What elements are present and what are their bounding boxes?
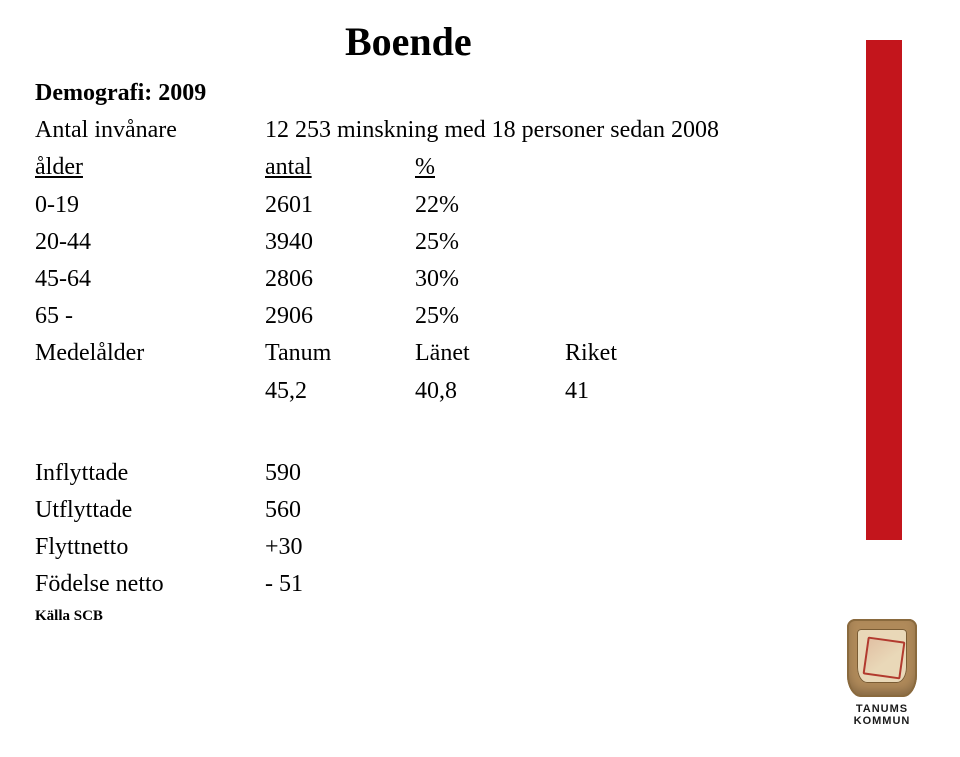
age-range: 20-44	[35, 224, 265, 261]
flyttnetto-row: Flyttnetto +30	[35, 529, 755, 566]
age-row: 0-19 2601 22%	[35, 187, 755, 224]
accent-bar	[866, 40, 902, 540]
age-range: 65 -	[35, 298, 265, 335]
crest-icon	[847, 619, 917, 697]
medel-val-tanum: 45,2	[265, 373, 415, 410]
demografi-heading-text: Demografi: 2009	[35, 75, 206, 112]
age-header-row: ålder antal %	[35, 149, 755, 186]
logo-text: TANUMS KOMMUN	[836, 703, 928, 727]
header-antal: antal	[265, 149, 415, 186]
age-pct: 22%	[415, 187, 565, 224]
antal-invanare-label: Antal invånare	[35, 112, 265, 149]
age-antal: 2906	[265, 298, 415, 335]
age-pct: 25%	[415, 224, 565, 261]
medel-values-row: 45,2 40,8 41	[35, 373, 755, 410]
medel-header-row: Medelålder Tanum Länet Riket	[35, 335, 755, 372]
age-range: 0-19	[35, 187, 265, 224]
utflyttade-label: Utflyttade	[35, 492, 265, 529]
flyttnetto-value: +30	[265, 529, 415, 566]
municipality-logo: TANUMS KOMMUN	[836, 619, 928, 727]
page-title: Boende	[345, 18, 472, 65]
fodelsenetto-label: Födelse netto	[35, 566, 265, 603]
age-pct: 25%	[415, 298, 565, 335]
medel-col-lanet: Länet	[415, 335, 565, 372]
source-label: Källa SCB	[35, 605, 755, 628]
age-row: 65 - 2906 25%	[35, 298, 755, 335]
fodelsenetto-value: - 51	[265, 566, 415, 603]
flyttnetto-label: Flyttnetto	[35, 529, 265, 566]
age-antal: 2601	[265, 187, 415, 224]
age-antal: 3940	[265, 224, 415, 261]
content-block: Demografi: 2009 Antal invånare 12 253 mi…	[35, 75, 755, 629]
age-antal: 2806	[265, 261, 415, 298]
header-alder: ålder	[35, 149, 265, 186]
antal-invanare-value: 12 253 minskning med 18 personer sedan 2…	[265, 112, 719, 149]
age-pct: 30%	[415, 261, 565, 298]
age-range: 45-64	[35, 261, 265, 298]
antal-invanare-row: Antal invånare 12 253 minskning med 18 p…	[35, 112, 755, 149]
medel-val-riket: 41	[565, 373, 715, 410]
medel-col-tanum: Tanum	[265, 335, 415, 372]
medel-val-lanet: 40,8	[415, 373, 565, 410]
medel-label: Medelålder	[35, 335, 265, 372]
fodelsenetto-row: Födelse netto - 51	[35, 566, 755, 603]
inflyttade-row: Inflyttade 590	[35, 455, 755, 492]
medel-col-riket: Riket	[565, 335, 715, 372]
header-pct: %	[415, 149, 565, 186]
utflyttade-value: 560	[265, 492, 415, 529]
utflyttade-row: Utflyttade 560	[35, 492, 755, 529]
inflyttade-value: 590	[265, 455, 415, 492]
age-row: 45-64 2806 30%	[35, 261, 755, 298]
inflyttade-label: Inflyttade	[35, 455, 265, 492]
slide: Boende Demografi: 2009 Antal invånare 12…	[0, 0, 960, 757]
migration-block: Inflyttade 590 Utflyttade 560 Flyttnetto…	[35, 455, 755, 629]
age-row: 20-44 3940 25%	[35, 224, 755, 261]
demografi-heading: Demografi: 2009	[35, 75, 755, 112]
